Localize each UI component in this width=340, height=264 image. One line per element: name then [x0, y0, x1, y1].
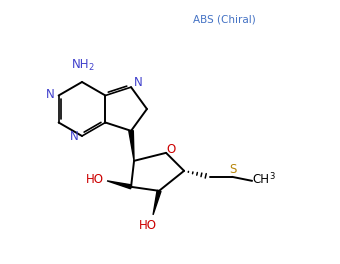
Polygon shape	[153, 190, 161, 215]
Text: NH: NH	[72, 58, 90, 71]
Text: ABS (Chiral): ABS (Chiral)	[193, 15, 255, 25]
Polygon shape	[129, 131, 134, 161]
Polygon shape	[107, 181, 132, 189]
Text: HO: HO	[86, 173, 104, 186]
Text: CH: CH	[253, 173, 270, 186]
Text: O: O	[167, 143, 176, 156]
Text: N: N	[134, 76, 142, 89]
Text: N: N	[46, 88, 55, 101]
Text: S: S	[230, 163, 237, 176]
Text: HO: HO	[139, 219, 157, 232]
Text: 3: 3	[269, 172, 275, 181]
Text: 2: 2	[88, 64, 94, 73]
Text: N: N	[70, 130, 79, 144]
